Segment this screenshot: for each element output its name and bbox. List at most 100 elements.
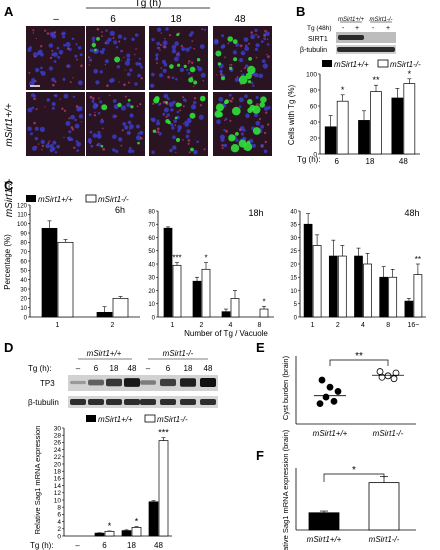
host-cell-dot xyxy=(229,119,232,122)
y-tick-label: 40 xyxy=(148,262,155,268)
nucleus-dot xyxy=(112,148,116,152)
chart-e-ylabel: Cyst burden (brain) xyxy=(281,355,290,420)
x-tick-label: mSirt1-/- xyxy=(373,429,404,438)
host-cell-dot xyxy=(191,61,194,64)
nucleus-dot xyxy=(166,113,170,117)
parasite-dot xyxy=(167,120,171,125)
host-cell-dot xyxy=(47,142,50,145)
blot-b-lane-0: - xyxy=(342,25,345,32)
nucleus-dot xyxy=(266,43,270,46)
nucleus-dot xyxy=(117,34,123,39)
nucleus-dot xyxy=(178,127,182,130)
nucleus-dot xyxy=(176,110,180,114)
y-tick-label: 20 xyxy=(148,289,155,295)
parasite-dot xyxy=(232,39,238,44)
y-tick-label: 14 xyxy=(54,483,62,490)
host-cell-dot xyxy=(193,47,196,50)
nucleus-dot xyxy=(104,59,109,64)
y-tick-label: 70 xyxy=(20,250,27,256)
legend-b-wt: mSirt1+/+ xyxy=(334,60,369,69)
nucleus-dot xyxy=(184,120,188,125)
subchart-18h: 0 10 20 30 40 50 60 70 80 1 *** 2 * 4 8 * 18h xyxy=(148,208,274,329)
host-cell-dot xyxy=(224,56,227,59)
host-cell-dot xyxy=(41,144,45,148)
host-cell-dot xyxy=(44,106,46,108)
host-cell-dot xyxy=(48,140,51,142)
y-tick-label: 30 xyxy=(290,236,297,242)
host-cell-dot xyxy=(121,49,124,52)
nucleus-dot xyxy=(174,56,179,62)
host-cell-dot xyxy=(240,70,242,72)
host-cell-dot xyxy=(69,81,72,84)
bar-ko xyxy=(337,255,347,318)
host-cell-dot xyxy=(120,144,123,147)
host-cell-dot xyxy=(136,105,139,107)
nucleus-dot xyxy=(238,97,244,103)
y-tick-label: 20 xyxy=(20,297,27,303)
nucleus-dot xyxy=(62,77,66,81)
host-cell-dot xyxy=(250,31,253,34)
nucleus-dot xyxy=(48,66,54,71)
nucleus-dot xyxy=(40,71,46,76)
nucleus-dot xyxy=(238,58,244,63)
y-tick-label: 60 xyxy=(20,259,27,265)
nucleus-dot xyxy=(228,93,232,97)
host-cell-dot xyxy=(35,146,37,148)
nucleus-dot xyxy=(56,46,60,50)
nucleus-dot xyxy=(219,69,223,73)
parasite-dot xyxy=(224,99,229,104)
host-cell-dot xyxy=(129,132,131,135)
host-cell-dot xyxy=(188,60,191,63)
nucleus-dot xyxy=(131,37,135,41)
panel-e: E Cyst burden (brain) mSirt1+/+ mSirt1-/-… xyxy=(256,340,416,438)
nucleus-dot xyxy=(220,137,225,142)
nucleus-dot xyxy=(129,113,134,118)
host-cell-dot xyxy=(152,102,155,105)
host-cell-dot xyxy=(201,28,204,30)
nucleus-dot xyxy=(51,106,55,110)
host-cell-dot xyxy=(156,127,160,131)
parasite-dot xyxy=(137,141,140,145)
bar-ko xyxy=(57,241,74,318)
bar-ko xyxy=(201,268,211,318)
host-cell-dot xyxy=(66,47,70,50)
y-tick-label: 20 xyxy=(54,461,62,468)
chart-d-xlabel: Tg (h): xyxy=(30,541,54,550)
host-cell-dot xyxy=(159,44,162,46)
nucleus-dot xyxy=(216,119,221,125)
host-cell-dot xyxy=(75,105,79,108)
panel-a-letter: A xyxy=(4,4,14,19)
nucleus-dot xyxy=(95,80,100,85)
nucleus-dot xyxy=(76,107,81,112)
host-cell-dot xyxy=(187,142,190,145)
nucleus-dot xyxy=(91,36,96,41)
y-tick-label: 25 xyxy=(290,249,297,255)
nucleus-dot xyxy=(93,68,99,74)
nucleus-dot xyxy=(136,124,140,129)
col-header-1: 6 xyxy=(110,14,116,25)
significance-mark: * xyxy=(408,69,412,79)
nucleus-dot xyxy=(137,73,141,78)
nucleus-dot xyxy=(34,136,39,141)
nucleus-dot xyxy=(112,99,117,103)
parasite-dot xyxy=(230,144,240,153)
parasite-dot xyxy=(177,63,181,67)
subchart-title: 48h xyxy=(404,208,419,218)
bar-ko xyxy=(363,263,372,318)
nucleus-dot xyxy=(181,46,186,52)
nucleus-dot xyxy=(46,98,51,102)
y-tick-label: 40 xyxy=(310,119,318,126)
blot-d-lane-label: 48 xyxy=(204,364,213,373)
parasite-dot xyxy=(232,106,241,116)
blot-d-tubulin-band xyxy=(88,399,104,405)
significance-mark: * xyxy=(204,254,207,263)
nucleus-dot xyxy=(193,100,197,105)
host-cell-dot xyxy=(193,97,197,100)
nucleus-dot xyxy=(213,39,219,45)
nucleus-dot xyxy=(102,47,106,52)
host-cell-dot xyxy=(104,63,107,66)
bar-ko xyxy=(312,245,322,318)
nucleus-dot xyxy=(126,72,131,77)
host-cell-dot xyxy=(216,40,219,43)
chart-f-ylabel: Relative Sag1 mRNA expression (brain) xyxy=(281,429,290,550)
